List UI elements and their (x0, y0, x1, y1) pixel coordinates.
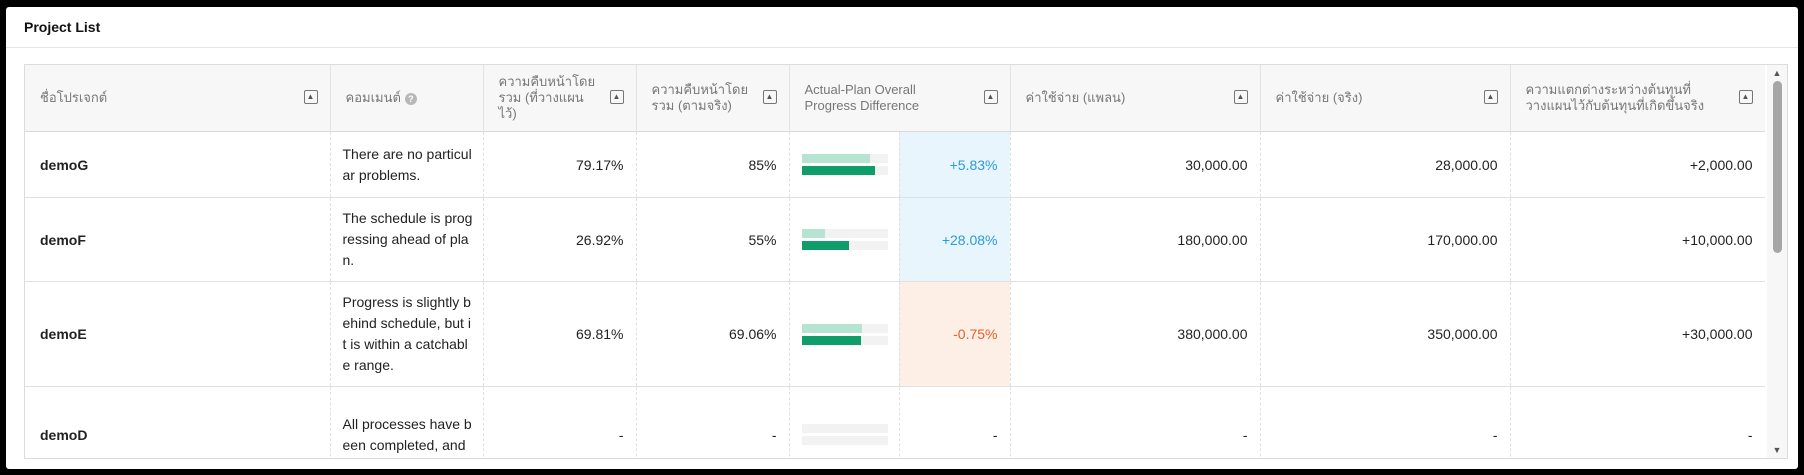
column-header-label: ค่าใช้จ่าย (จริง) (1275, 90, 1363, 105)
column-header-label: Actual-Plan Overall Progress Difference (804, 82, 920, 113)
plan-progress-cell: 69.81% (483, 281, 637, 387)
column-header-project-name[interactable]: ชื่อโปรเจกต์ ▲ (25, 65, 331, 132)
vertical-scrollbar[interactable]: ▲ ▼ (1767, 65, 1787, 458)
column-header-plan-cost[interactable]: ค่าใช้จ่าย (แพลน) ▲ (1010, 65, 1261, 132)
cost-difference-cell: +10,000.00 (1510, 197, 1765, 282)
plan-progress-fill (801, 229, 825, 238)
column-header-label: ความแตกต่างระหว่างต้นทุนที่วางแผนไว้กับต… (1525, 82, 1705, 113)
actual-cost-cell: - (1260, 386, 1511, 458)
cost-difference-cell: - (1510, 386, 1765, 458)
actual-progress-bar (801, 241, 888, 250)
plan-progress-cell: - (483, 386, 637, 458)
sort-up-icon[interactable]: ▲ (762, 90, 777, 104)
table-row[interactable]: demoG There are no particular problems. … (25, 131, 1765, 198)
actual-progress-bar (801, 166, 888, 175)
sort-up-icon[interactable]: ▲ (1738, 90, 1753, 104)
project-name-cell: demoF (25, 197, 331, 282)
plan-cost-cell: 380,000.00 (1010, 281, 1261, 387)
progress-bars-cell (789, 131, 900, 198)
actual-progress-bar (801, 436, 888, 445)
column-header-actual-progress[interactable]: ความคืบหน้าโดยรวม (ตามจริง) ▲ (636, 65, 790, 132)
header-row: ชื่อโปรเจกต์ ▲ คอมเมนต์? ความคืบหน้าโดยร… (25, 65, 1765, 132)
column-header-cost-difference[interactable]: ความแตกต่างระหว่างต้นทุนที่วางแผนไว้กับต… (1510, 65, 1765, 132)
actual-progress-cell: 69.06% (636, 281, 790, 387)
column-header-label: ค่าใช้จ่าย (แพลน) (1025, 90, 1126, 105)
project-list-panel: Project List ชื่อโปรเจกต์ ▲ ค (6, 7, 1798, 469)
actual-progress-cell: 55% (636, 197, 790, 282)
actual-cost-cell: 170,000.00 (1260, 197, 1511, 282)
panel-title: Project List (24, 19, 101, 35)
column-header-comment[interactable]: คอมเมนต์? (330, 65, 484, 132)
progress-difference-cell: +5.83% (899, 131, 1011, 198)
progress-bars-cell (789, 386, 900, 458)
scrollbar-thumb[interactable] (1773, 81, 1782, 253)
progress-bars-cell (789, 281, 900, 387)
cost-difference-cell: +2,000.00 (1510, 131, 1765, 198)
sort-up-icon[interactable]: ▲ (303, 90, 318, 104)
column-header-progress-difference[interactable]: Actual-Plan Overall Progress Difference … (789, 65, 1011, 132)
sort-up-icon[interactable]: ▲ (983, 90, 998, 104)
actual-cost-cell: 28,000.00 (1260, 131, 1511, 198)
project-table-container[interactable]: ชื่อโปรเจกต์ ▲ คอมเมนต์? ความคืบหน้าโดยร… (24, 64, 1788, 459)
plan-progress-fill (801, 323, 862, 333)
project-name-cell: demoD (25, 386, 331, 458)
plan-progress-fill (801, 154, 870, 163)
plan-progress-bar (801, 323, 888, 333)
actual-progress-fill (801, 335, 861, 345)
plan-progress-cell: 79.17% (483, 131, 637, 198)
sort-up-icon[interactable]: ▲ (1233, 90, 1248, 104)
actual-progress-fill (801, 166, 875, 175)
project-name-cell: demoE (25, 281, 331, 387)
plan-progress-bar (801, 229, 888, 238)
actual-cost-cell: 350,000.00 (1260, 281, 1511, 387)
project-table: ชื่อโปรเจกต์ ▲ คอมเมนต์? ความคืบหน้าโดยร… (25, 65, 1765, 458)
comment-cell: All processes have been completed, and (330, 386, 484, 458)
actual-progress-cell: - (636, 386, 790, 458)
actual-progress-bar (801, 335, 888, 345)
progress-difference-cell: - (899, 386, 1011, 458)
plan-cost-cell: 180,000.00 (1010, 197, 1261, 282)
plan-progress-bar (801, 154, 888, 163)
plan-progress-bar (801, 424, 888, 433)
scroll-down-icon[interactable]: ▼ (1772, 445, 1782, 455)
actual-progress-cell: 85% (636, 131, 790, 198)
sort-up-icon[interactable]: ▲ (609, 90, 624, 104)
project-table-viewport: ชื่อโปรเจกต์ ▲ คอมเมนต์? ความคืบหน้าโดยร… (25, 65, 1765, 458)
table-row[interactable]: demoE Progress is slightly behind schedu… (25, 281, 1765, 387)
plan-progress-cell: 26.92% (483, 197, 637, 282)
actual-progress-fill (801, 241, 849, 250)
progress-difference-cell: +28.08% (899, 197, 1011, 282)
table-row[interactable]: demoD All processes have been completed,… (25, 386, 1765, 458)
progress-bars-cell (789, 197, 900, 282)
column-header-actual-cost[interactable]: ค่าใช้จ่าย (จริง) ▲ (1260, 65, 1511, 132)
progress-difference-cell: -0.75% (899, 281, 1011, 387)
column-header-plan-progress[interactable]: ความคืบหน้าโดยรวม (ที่วางแผนไว้) ▲ (483, 65, 637, 132)
column-header-label: คอมเมนต์ (345, 90, 401, 105)
panel-header: Project List (6, 7, 1798, 48)
comment-cell: The schedule is progressing ahead of pla… (330, 197, 484, 282)
column-header-label: ชื่อโปรเจกต์ (40, 90, 108, 105)
scroll-up-icon[interactable]: ▲ (1772, 68, 1782, 78)
project-name-cell: demoG (25, 131, 331, 198)
comment-cell: There are no particular problems. (330, 131, 484, 198)
plan-cost-cell: 30,000.00 (1010, 131, 1261, 198)
table-row[interactable]: demoF The schedule is progressing ahead … (25, 197, 1765, 282)
plan-cost-cell: - (1010, 386, 1261, 458)
comment-cell: Progress is slightly behind schedule, bu… (330, 281, 484, 387)
cost-difference-cell: +30,000.00 (1510, 281, 1765, 387)
column-header-label: ความคืบหน้าโดยรวม (ตามจริง) (651, 82, 749, 113)
sort-up-icon[interactable]: ▲ (1483, 90, 1498, 104)
column-header-label: ความคืบหน้าโดยรวม (ที่วางแผนไว้) (498, 74, 596, 121)
help-icon[interactable]: ? (404, 92, 417, 105)
